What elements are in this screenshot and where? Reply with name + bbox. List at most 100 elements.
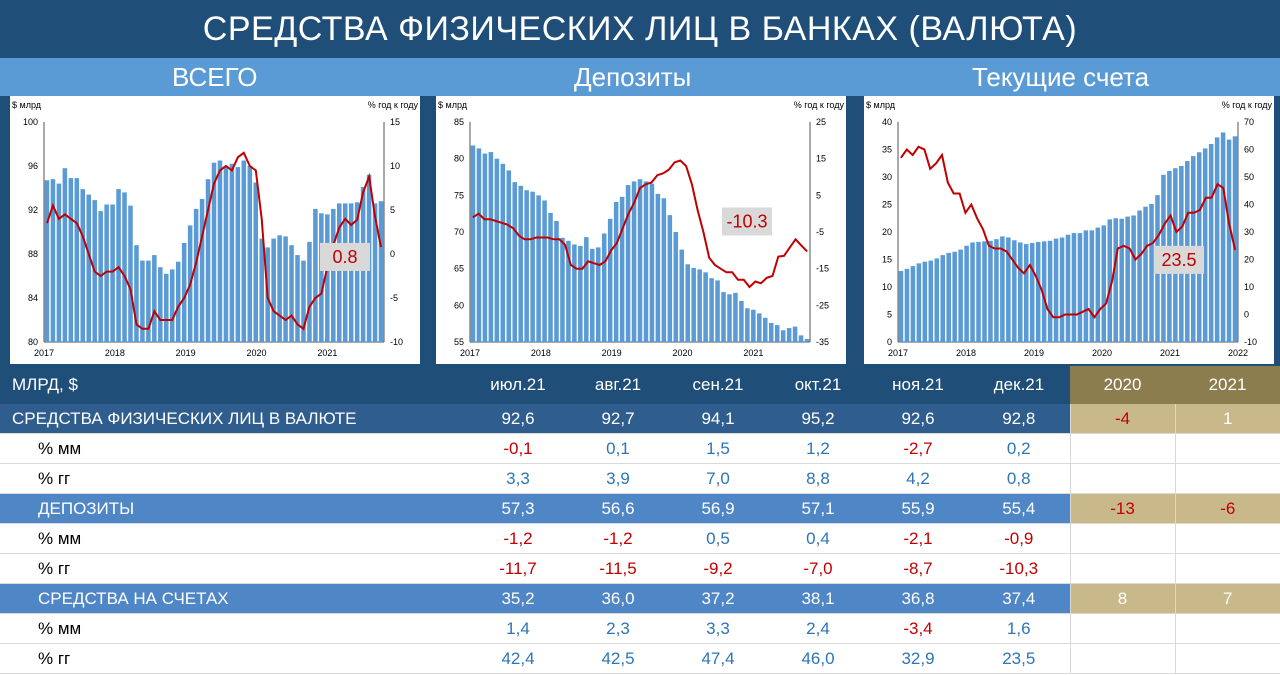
bar <box>1232 136 1238 342</box>
y-tick-label: 0 <box>887 337 892 347</box>
table-cell: -0,9 <box>968 523 1070 554</box>
year-cell <box>1069 433 1175 464</box>
bar <box>1119 218 1124 342</box>
year-cell <box>1174 463 1280 494</box>
table-cell: 32,9 <box>868 643 968 674</box>
table-cell: -11,7 <box>468 553 568 584</box>
year-cell: 8 <box>1069 583 1175 614</box>
y2-tick-label: 25 <box>816 117 826 127</box>
x-tick-label: 2020 <box>1092 348 1112 358</box>
bar <box>1047 240 1053 342</box>
bar <box>86 194 92 342</box>
bar <box>175 261 181 342</box>
table-cell: 36,8 <box>868 583 968 614</box>
y-tick-label: 20 <box>882 227 892 237</box>
bar <box>988 240 993 342</box>
chart-panel-total: $ млрд % год к году 100 96 92 88 84 80 15 10 5 0 -5 -… <box>10 96 420 364</box>
bar <box>727 294 732 342</box>
table-cell: -10,3 <box>968 553 1070 584</box>
bar <box>613 201 619 342</box>
bar <box>673 232 679 342</box>
table-row: ДЕПОЗИТЫ 57,3 56,6 56,9 57,1 55,9 55,4 -13 -6 <box>0 493 1280 524</box>
bar <box>578 245 583 342</box>
month-header: июл.21 <box>468 366 568 404</box>
chart-title-total: ВСЕГО <box>172 62 258 92</box>
x-tick-label: 2017 <box>34 348 54 358</box>
row-label: СРЕДСТВА НА СЧЕТАХ <box>0 583 468 614</box>
bar <box>631 181 637 342</box>
bar <box>62 168 68 342</box>
table-cell: 92,6 <box>868 404 968 434</box>
bar <box>768 322 774 342</box>
y-tick-label: 70 <box>454 227 464 237</box>
bar <box>325 214 330 342</box>
table-cell: -0,1 <box>468 433 568 464</box>
table-cell: 94,1 <box>668 404 768 434</box>
x-tick-label: 2018 <box>956 348 976 358</box>
table-cell: 23,5 <box>968 643 1070 674</box>
bar <box>1220 132 1226 342</box>
year-cell: -4 <box>1069 404 1175 434</box>
x-tick-label: 2018 <box>531 348 551 358</box>
bar <box>470 145 476 342</box>
bar <box>277 235 282 342</box>
bar <box>271 238 276 342</box>
y2-tick-label: 10 <box>1244 282 1254 292</box>
bar <box>607 218 613 342</box>
table-cell: -9,2 <box>668 553 768 584</box>
bar <box>247 166 253 342</box>
annotation-box <box>320 242 370 271</box>
table-cell: 47,4 <box>668 643 768 674</box>
table-cell: 57,1 <box>768 493 868 524</box>
annotation-box <box>722 207 772 236</box>
table-cell: -11,5 <box>568 553 668 584</box>
bar <box>74 178 80 342</box>
table-cell: 0,2 <box>968 433 1070 464</box>
yoy-line <box>900 145 1237 320</box>
x-tick-label: 2019 <box>1024 348 1044 358</box>
bar <box>619 196 625 342</box>
bar <box>928 260 934 342</box>
bar <box>1214 137 1220 342</box>
x-tick-label: 2018 <box>105 348 125 358</box>
bar <box>952 251 957 342</box>
bar <box>313 208 318 342</box>
bar <box>898 271 904 342</box>
table-cell: -2,1 <box>868 523 968 554</box>
y2-tick-label: -5 <box>816 227 824 237</box>
bar <box>721 292 726 342</box>
left-axis-label: $ млрд <box>438 100 468 110</box>
right-axis-label: % год к году <box>1222 100 1273 110</box>
bar <box>110 204 115 342</box>
bar <box>1029 243 1035 342</box>
bar <box>757 313 762 342</box>
right-axis-label: % год к году <box>794 100 845 110</box>
bar <box>910 266 916 342</box>
y-tick-label: 80 <box>28 337 38 347</box>
bar <box>482 153 488 342</box>
month-header: ноя.21 <box>868 366 968 404</box>
bar <box>709 278 714 342</box>
table-header-row: МЛРД, $ июл.21 авг.21 сен.21 окт.21 ноя.… <box>0 366 1280 404</box>
bar <box>1143 206 1148 342</box>
table-row: % гг 42,4 42,5 47,4 46,0 32,9 23,5 <box>0 643 1280 674</box>
bar <box>739 300 744 342</box>
month-header: сен.21 <box>668 366 768 404</box>
y-tick-label: 25 <box>882 200 892 210</box>
bar <box>745 308 750 342</box>
bar <box>524 190 529 342</box>
bar <box>625 185 631 342</box>
bar <box>116 189 121 342</box>
bar <box>1137 210 1142 342</box>
y2-tick-label: 30 <box>1244 227 1254 237</box>
bar <box>229 163 235 342</box>
y2-tick-label: 20 <box>1244 255 1254 265</box>
bar <box>964 245 969 342</box>
bar <box>354 202 360 342</box>
x-tick-label: 2021 <box>743 348 763 358</box>
table-cell: 0,5 <box>668 523 768 554</box>
bar <box>601 233 607 342</box>
y-tick-label: 15 <box>882 255 892 265</box>
bar <box>590 248 595 342</box>
table-cell: 1,5 <box>668 433 768 464</box>
